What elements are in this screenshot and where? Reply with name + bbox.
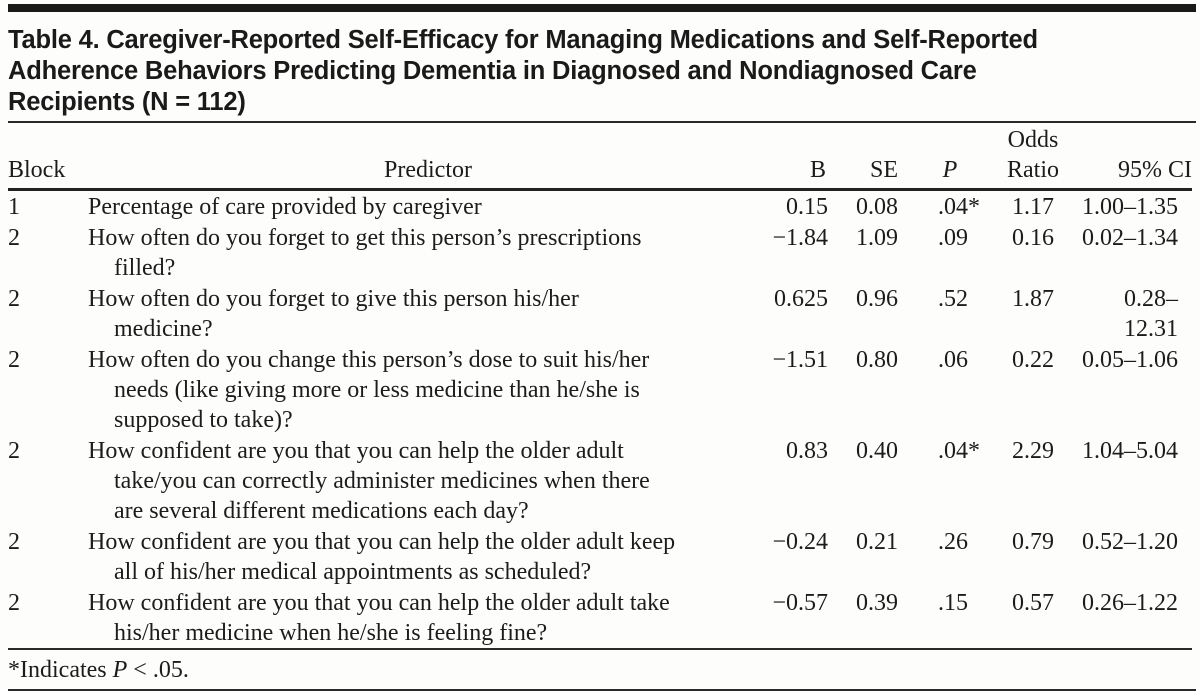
col-header-odds-ratio: Odds Ratio bbox=[994, 123, 1072, 191]
cell-block: 2 bbox=[8, 346, 20, 373]
table-row: 2 How often do you change this person’s d… bbox=[8, 344, 1192, 435]
table-row: 1 Percentage of care provided by caregive… bbox=[8, 189, 1192, 222]
cell-p: .52 bbox=[938, 285, 968, 312]
table-header-row: Block Predictor B SE P Odds Ratio 95% CI bbox=[8, 123, 1192, 191]
table-title: Table 4. Caregiver-Reported Self-Efficac… bbox=[8, 26, 1038, 116]
cell-p: .26 bbox=[938, 528, 968, 555]
cell-odds-ratio: 2.29 bbox=[1012, 437, 1054, 464]
cell-ci: 1.00–1.35 bbox=[1082, 193, 1178, 220]
footnote-p-symbol: P bbox=[112, 656, 128, 683]
cell-ci: 0.02–1.34 bbox=[1082, 224, 1178, 251]
cell-p: .06 bbox=[938, 346, 968, 373]
footnote-prefix: *Indicates bbox=[8, 656, 113, 683]
cell-b: 0.625 bbox=[774, 285, 828, 312]
cell-odds-ratio: 0.22 bbox=[1012, 346, 1054, 373]
cell-se: 0.80 bbox=[856, 346, 898, 373]
cell-b: −1.84 bbox=[772, 224, 828, 251]
table-row: 2 How confident are you that you can help… bbox=[8, 526, 1192, 587]
cell-block: 2 bbox=[8, 589, 20, 616]
cell-block: 2 bbox=[8, 528, 20, 555]
cell-b: −0.24 bbox=[772, 528, 828, 555]
cell-ci: 0.28–12.31 bbox=[1124, 285, 1178, 342]
cell-predictor: How often do you forget to get this pers… bbox=[88, 224, 642, 281]
cell-predictor: How confident are you that you can help … bbox=[88, 437, 650, 524]
table-row: 2 How confident are you that you can help… bbox=[8, 587, 1192, 649]
table-row: 2 How often do you forget to give this pe… bbox=[8, 283, 1192, 344]
cell-se: 0.96 bbox=[856, 285, 898, 312]
cell-p: .04* bbox=[938, 437, 980, 464]
top-rule bbox=[8, 4, 1196, 12]
cell-se: 0.40 bbox=[856, 437, 898, 464]
col-header-block: Block bbox=[8, 123, 88, 191]
cell-odds-ratio: 1.87 bbox=[1012, 285, 1054, 312]
cell-odds-ratio: 1.17 bbox=[1012, 193, 1054, 220]
cell-block: 2 bbox=[8, 437, 20, 464]
footnote-suffix: < .05. bbox=[127, 656, 189, 683]
table-footnote: *Indicates P < .05. bbox=[8, 650, 1194, 689]
cell-b: −1.51 bbox=[772, 346, 828, 373]
cell-se: 0.39 bbox=[856, 589, 898, 616]
table-body: 1 Percentage of care provided by caregive… bbox=[8, 189, 1192, 649]
cell-b: 0.15 bbox=[786, 193, 828, 220]
table-row: 2 How confident are you that you can help… bbox=[8, 435, 1192, 526]
cell-predictor: How confident are you that you can help … bbox=[88, 589, 670, 646]
regression-table: Block Predictor B SE P Odds Ratio 95% CI… bbox=[8, 123, 1192, 650]
cell-se: 0.21 bbox=[856, 528, 898, 555]
title-divider-rule bbox=[8, 121, 1196, 123]
cell-ci: 1.04–5.04 bbox=[1082, 437, 1178, 464]
col-header-95ci: 95% CI bbox=[1072, 123, 1192, 191]
cell-odds-ratio: 0.57 bbox=[1012, 589, 1054, 616]
cell-block: 1 bbox=[8, 193, 20, 220]
cell-block: 2 bbox=[8, 285, 20, 312]
cell-predictor: How often do you forget to give this per… bbox=[88, 285, 579, 342]
col-header-p: P bbox=[906, 123, 994, 191]
cell-ci: 0.52–1.20 bbox=[1082, 528, 1178, 555]
cell-block: 2 bbox=[8, 224, 20, 251]
table-row: 2 How often do you forget to get this per… bbox=[8, 222, 1192, 283]
cell-p: .04* bbox=[938, 193, 980, 220]
col-header-predictor: Predictor bbox=[88, 123, 708, 191]
cell-odds-ratio: 0.79 bbox=[1012, 528, 1054, 555]
cell-se: 0.08 bbox=[856, 193, 898, 220]
cell-predictor: How confident are you that you can help … bbox=[88, 528, 676, 585]
cell-b: −0.57 bbox=[772, 589, 828, 616]
col-header-se: SE bbox=[836, 123, 906, 191]
cell-b: 0.83 bbox=[786, 437, 828, 464]
cell-ci: 0.26–1.22 bbox=[1082, 589, 1178, 616]
cell-odds-ratio: 0.16 bbox=[1012, 224, 1054, 251]
cell-ci: 0.05–1.06 bbox=[1082, 346, 1178, 373]
col-header-b: B bbox=[708, 123, 836, 191]
cell-predictor: How often do you change this person’s do… bbox=[88, 346, 650, 433]
cell-p: .09 bbox=[938, 224, 968, 251]
cell-p: .15 bbox=[938, 589, 968, 616]
cell-predictor: Percentage of care provided by caregiver bbox=[88, 193, 482, 220]
cell-se: 1.09 bbox=[856, 224, 898, 251]
